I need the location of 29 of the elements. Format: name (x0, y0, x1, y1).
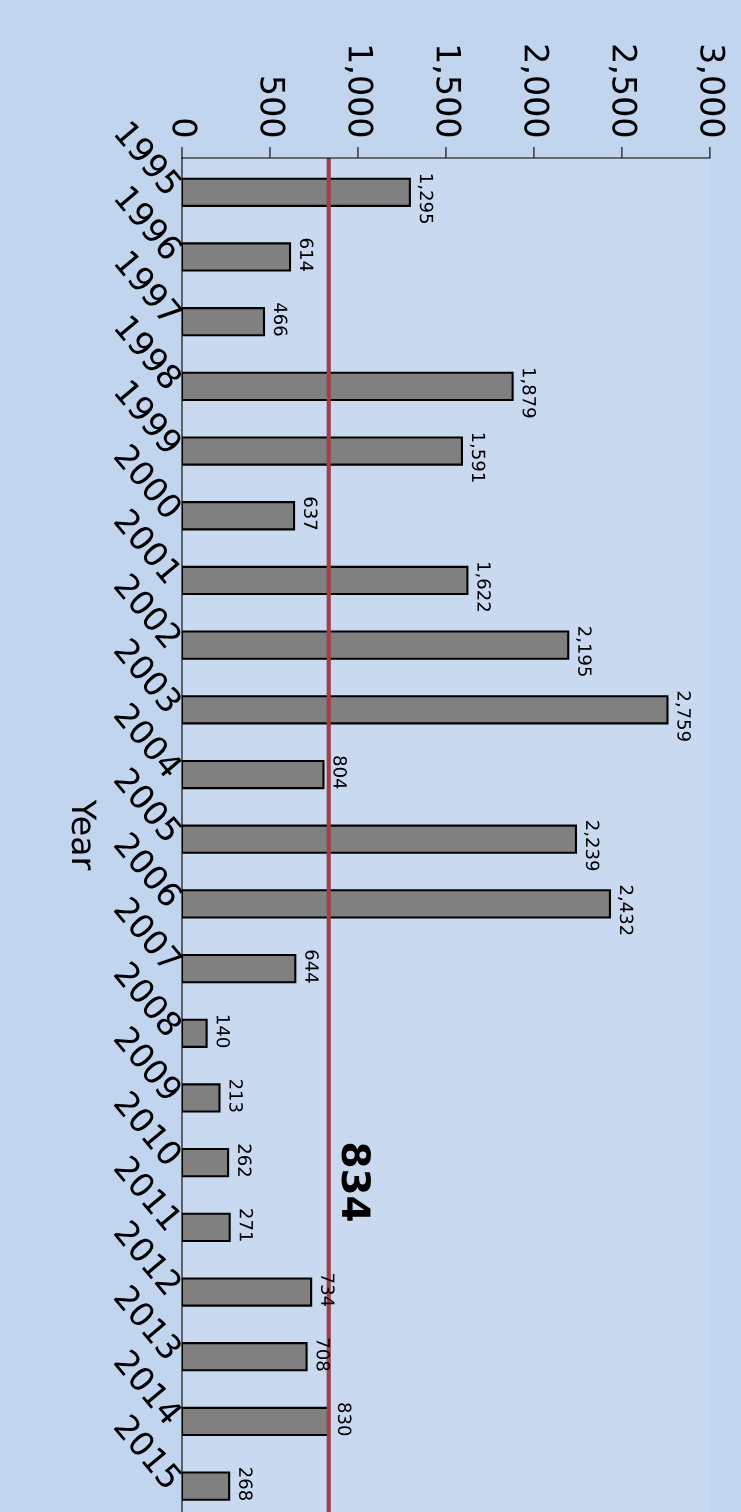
data-label: 1,591 (469, 433, 486, 482)
data-label: 213 (229, 1079, 243, 1112)
data-label: 708 (316, 1338, 331, 1371)
y-axis-title: Year (71, 799, 97, 871)
x-tick-label: 2,000 (520, 45, 550, 137)
data-label: 734 (320, 1274, 335, 1307)
data-label: 262 (237, 1144, 252, 1176)
data-label: 2,195 (576, 627, 592, 676)
data-label: 1,295 (417, 174, 434, 223)
data-label: 830 (337, 1403, 352, 1436)
data-label: 637 (303, 497, 318, 530)
data-label: 614 (299, 238, 314, 272)
x-tick-label: 1,000 (344, 46, 374, 137)
data-label: 466 (273, 303, 288, 336)
data-label: 644 (305, 950, 319, 983)
data-label: 2,432 (617, 885, 634, 935)
data-label: 2,239 (583, 821, 600, 871)
data-label: 140 (216, 1015, 231, 1048)
data-label: 2,759 (675, 691, 691, 741)
x-tick-label: 1,500 (432, 46, 462, 137)
data-label: 268 (238, 1468, 253, 1500)
data-label: 1,879 (520, 368, 537, 418)
data-label: 1,622 (475, 563, 491, 611)
x-tick-label: 2,500 (608, 45, 638, 137)
data-label: 804 (333, 756, 347, 789)
x-tick-label: 3,000 (696, 45, 726, 137)
ref-line-label: 834 (341, 1143, 371, 1221)
data-label: 271 (239, 1209, 254, 1241)
x-tick-label: 500 (260, 77, 286, 137)
